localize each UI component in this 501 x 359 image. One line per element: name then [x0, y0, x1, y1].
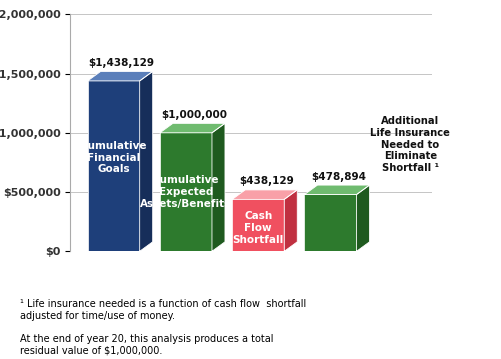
Text: $1,000,000: $1,000,000 [161, 110, 226, 120]
Text: ¹ Life insurance needed is a function of cash flow  shortfall
adjusted for time/: ¹ Life insurance needed is a function of… [20, 299, 306, 355]
Text: Cumulative
Expected
Assets/Benefits: Cumulative Expected Assets/Benefits [140, 176, 231, 209]
Polygon shape [356, 185, 369, 251]
Text: $478,894: $478,894 [310, 172, 365, 182]
Text: $438,129: $438,129 [238, 176, 293, 186]
Polygon shape [160, 133, 211, 251]
Polygon shape [88, 81, 139, 251]
Text: $1,438,129: $1,438,129 [89, 58, 154, 68]
Polygon shape [139, 71, 152, 251]
Polygon shape [232, 190, 297, 199]
Polygon shape [304, 195, 356, 251]
Polygon shape [304, 185, 369, 195]
Polygon shape [160, 123, 224, 133]
Polygon shape [232, 199, 284, 251]
Polygon shape [211, 123, 224, 251]
Polygon shape [88, 71, 152, 81]
Text: Additional
Life Insurance
Needed to
Eliminate
Shortfall ¹: Additional Life Insurance Needed to Elim… [370, 116, 449, 173]
Text: Cash
Flow
Shortfall: Cash Flow Shortfall [232, 211, 283, 244]
Text: Cumulative
Financial
Goals: Cumulative Financial Goals [80, 141, 147, 174]
Polygon shape [284, 190, 297, 251]
